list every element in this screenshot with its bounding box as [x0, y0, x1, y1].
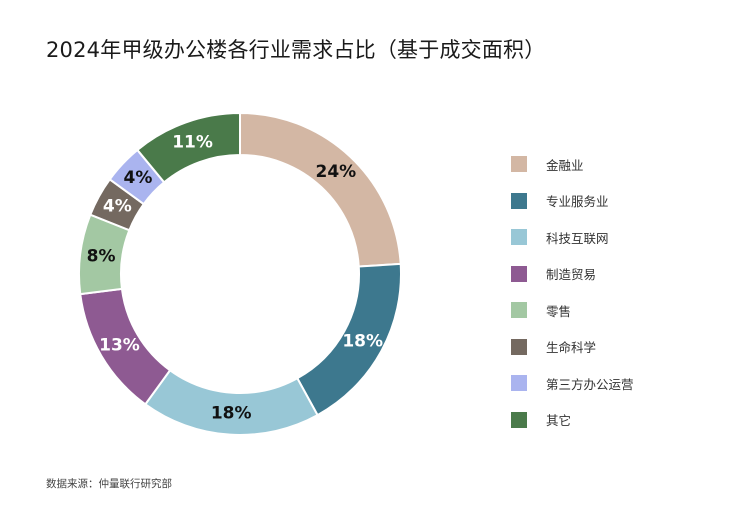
legend-swatch: [511, 156, 527, 173]
donut-slice-8: [135, 111, 241, 184]
legend-label: 零售: [546, 303, 572, 319]
slice-label-8: 11%: [172, 132, 213, 152]
legend-swatch: [511, 229, 527, 246]
legend-label: 其它: [546, 413, 572, 429]
legend-item-7: 第三方办公运营: [511, 365, 634, 402]
chart-title: 2024年甲级办公楼各行业需求占比（基于成交面积）: [46, 38, 546, 62]
legend-item-2: 专业服务业: [511, 183, 634, 220]
legend-item-4: 制造贸易: [511, 256, 634, 293]
slice-label-7: 4%: [124, 168, 153, 188]
legend-item-1: 金融业: [511, 146, 634, 183]
legend-label: 生命科学: [546, 340, 597, 356]
legend-label: 第三方办公运营: [546, 376, 634, 392]
legend-label: 金融业: [546, 157, 584, 173]
slice-label-4: 13%: [99, 335, 140, 355]
legend-item-3: 科技互联网: [511, 219, 634, 256]
legend-swatch: [511, 375, 527, 392]
legend-label: 制造贸易: [546, 267, 597, 283]
slice-label-3: 18%: [211, 404, 252, 424]
donut-slice-1: [239, 111, 402, 268]
legend-item-5: 零售: [511, 292, 634, 329]
slice-label-2: 18%: [342, 331, 383, 351]
slice-label-1: 24%: [315, 162, 356, 182]
legend-swatch: [511, 338, 527, 355]
donut-slice-3: [143, 368, 319, 436]
legend: 金融业专业服务业科技互联网制造贸易零售生命科学第三方办公运营 其它: [511, 146, 634, 438]
slice-label-6: 4%: [103, 197, 132, 217]
legend-swatch: [511, 192, 527, 209]
legend-label: 专业服务业: [546, 194, 609, 210]
source-note: 数据来源：仲量联行研究部: [46, 478, 172, 490]
legend-swatch: [511, 265, 527, 282]
legend-swatch: [511, 411, 527, 428]
legend-item-8: 其它: [511, 402, 634, 439]
slice-label-5: 8%: [87, 246, 116, 266]
legend-swatch: [511, 302, 527, 319]
legend-item-6: 生命科学: [511, 329, 634, 366]
legend-label: 科技互联网: [546, 230, 609, 246]
